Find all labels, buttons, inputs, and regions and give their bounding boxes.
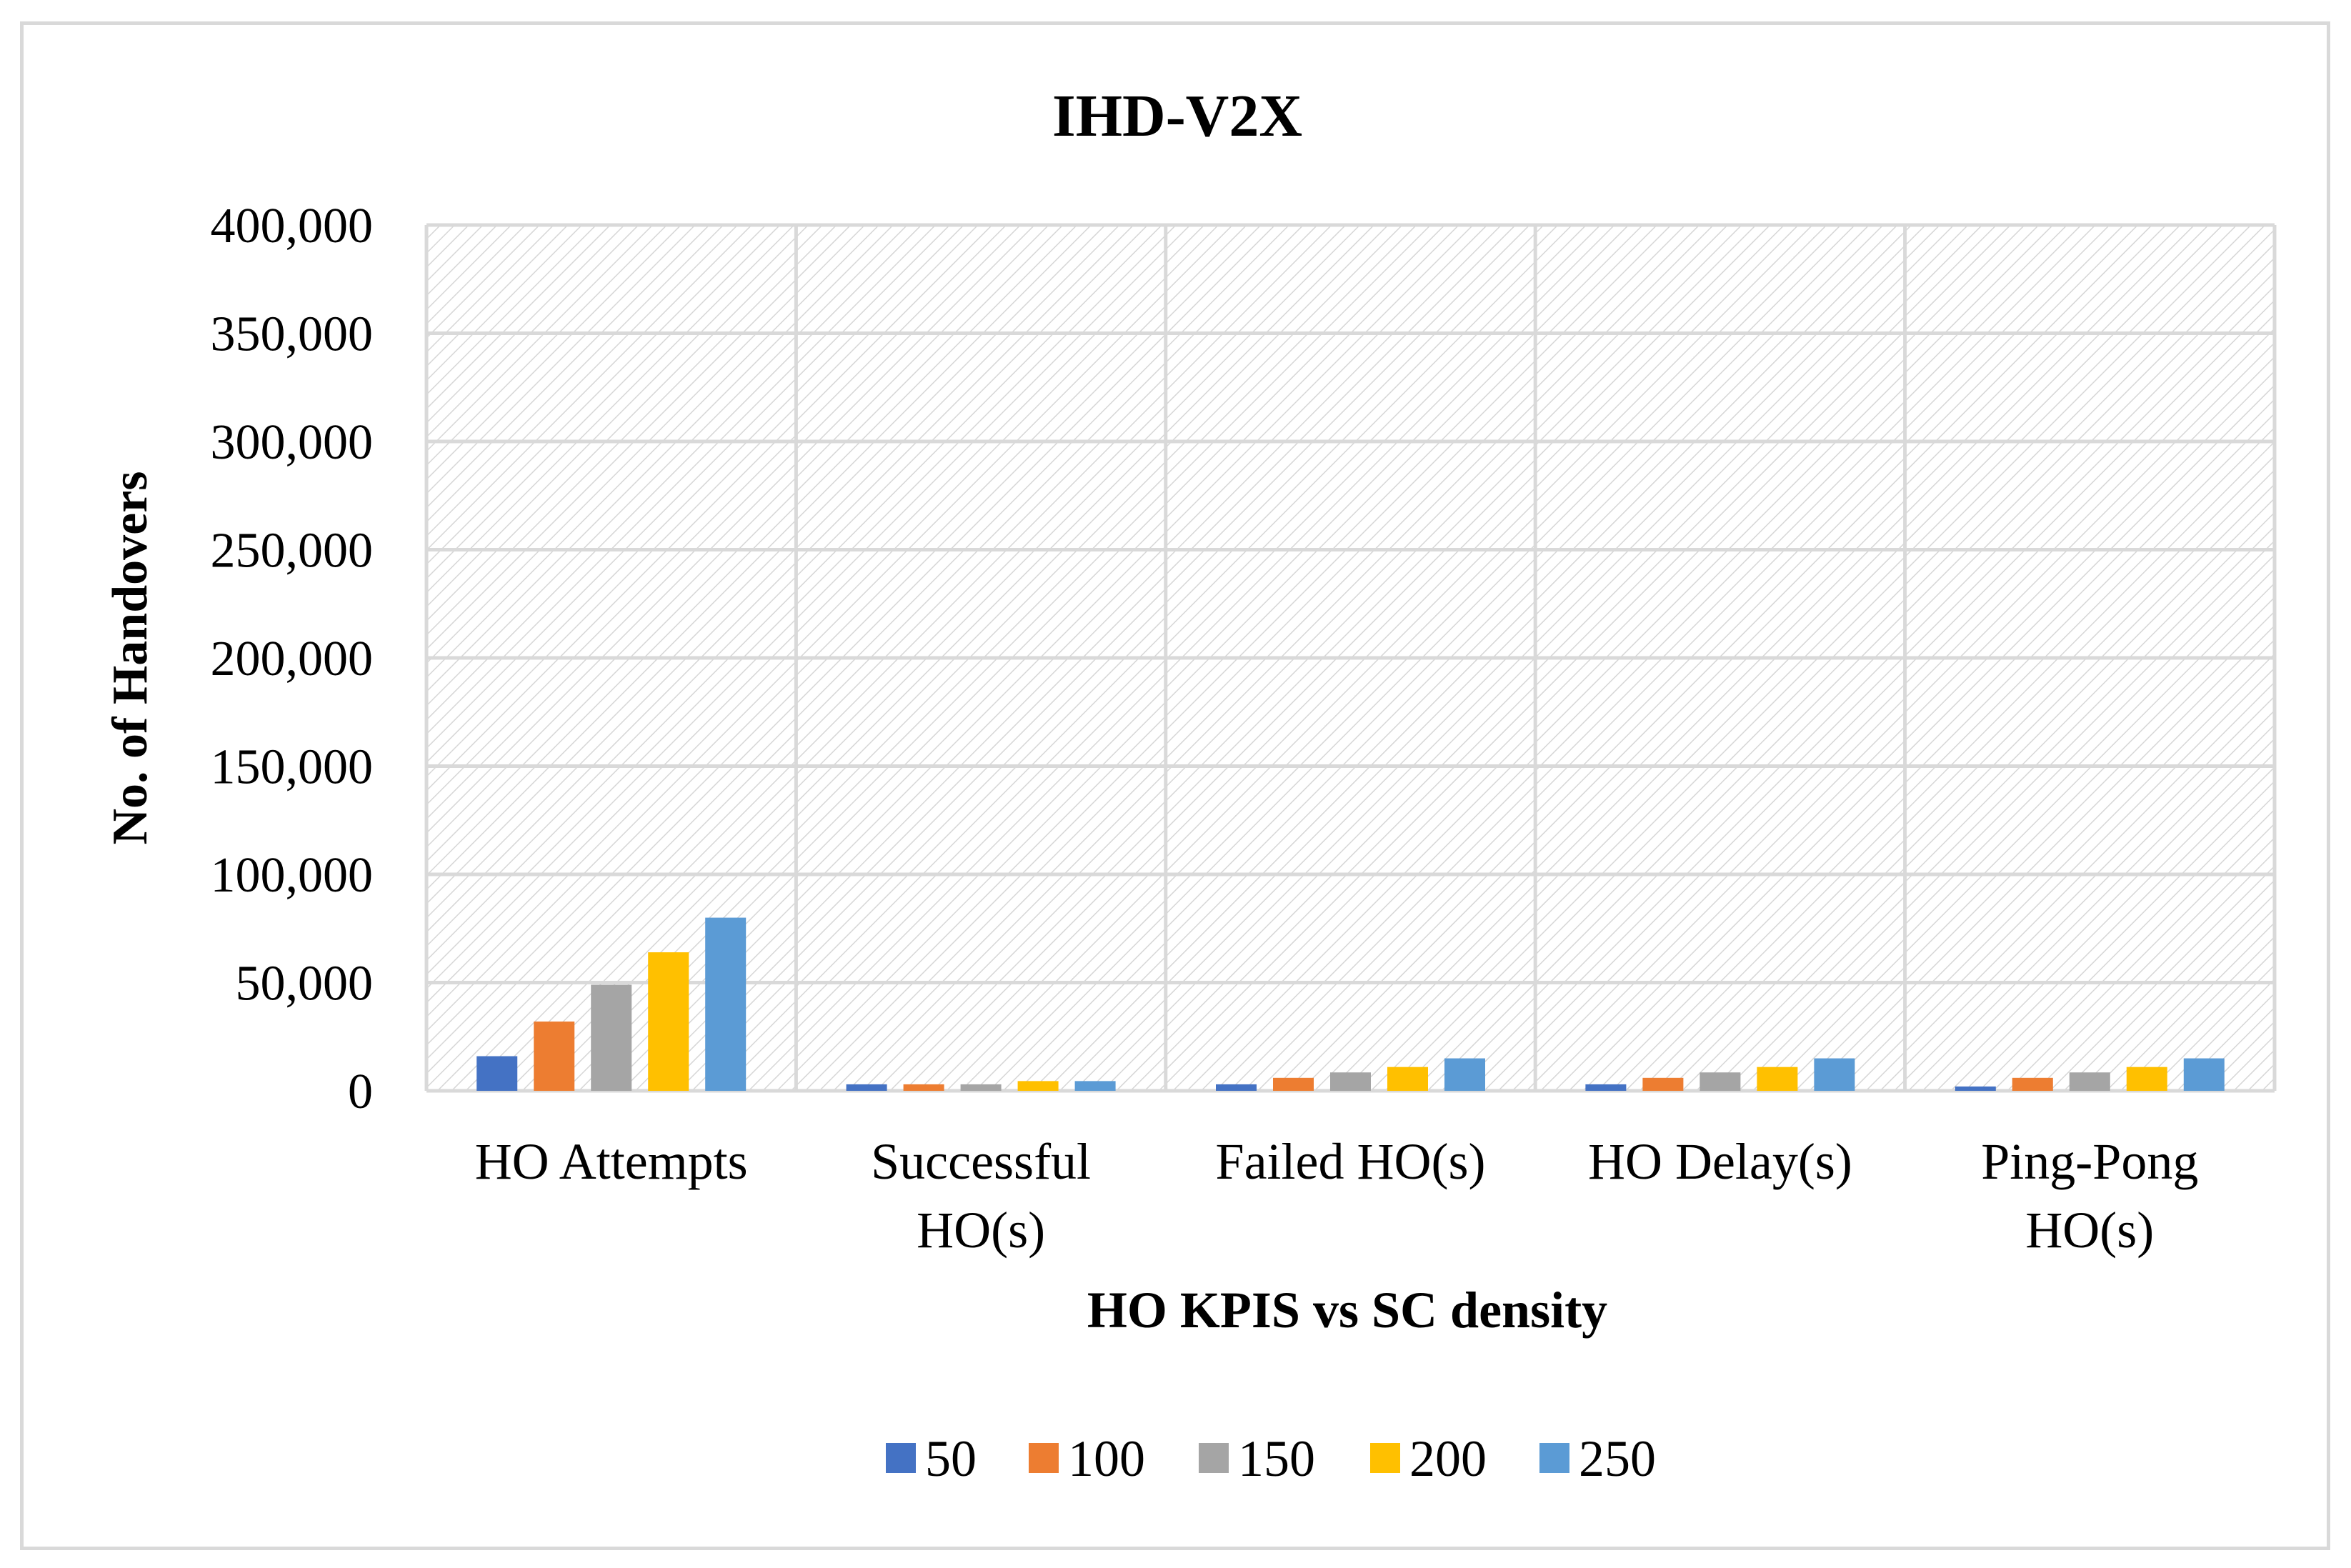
legend-swatch (886, 1443, 916, 1473)
y-tick-label: 300,000 (211, 415, 374, 470)
legend-swatch (1029, 1443, 1059, 1473)
bar (1757, 1067, 1798, 1091)
legend-swatch (1199, 1443, 1229, 1473)
legend-swatch (1370, 1443, 1400, 1473)
y-tick-label: 50,000 (236, 957, 374, 1012)
y-tick-label: 200,000 (211, 631, 374, 686)
y-tick-label: 100,000 (211, 848, 374, 903)
bar (705, 917, 747, 1091)
bar (648, 952, 689, 1091)
bar (1330, 1072, 1371, 1091)
bar (1642, 1077, 1684, 1091)
x-tick-label: HO(s) (917, 1202, 1045, 1259)
bar (476, 1056, 518, 1091)
bar (960, 1084, 1002, 1091)
bar (1273, 1077, 1314, 1091)
x-tick-label: HO Delay(s) (1588, 1133, 1852, 1190)
y-tick-label: 400,000 (211, 199, 374, 254)
legend-label: 150 (1238, 1430, 1315, 1487)
bar (591, 984, 632, 1091)
bar (534, 1022, 575, 1091)
bar (2069, 1072, 2110, 1091)
x-tick-label: HO(s) (2025, 1202, 2154, 1259)
y-tick-label: 350,000 (211, 307, 374, 362)
x-tick-label: HO Attempts (475, 1133, 748, 1190)
x-tick-label: Successful (871, 1133, 1091, 1190)
bar (1699, 1072, 1741, 1091)
bar (903, 1084, 944, 1091)
bar (1017, 1081, 1059, 1091)
bar (1387, 1067, 1428, 1091)
y-tick-label: 250,000 (211, 524, 374, 579)
legend-label: 100 (1068, 1430, 1145, 1487)
legend-label: 200 (1409, 1430, 1487, 1487)
chart-title: IHD-V2X (1052, 83, 1302, 149)
legend-swatch (1539, 1443, 1569, 1473)
bar (2126, 1067, 2167, 1091)
y-tick-label: 150,000 (211, 740, 374, 795)
bar (1585, 1084, 1627, 1091)
legend-label: 50 (925, 1430, 977, 1487)
bar (1444, 1058, 1485, 1091)
bar (1955, 1086, 1996, 1091)
bar (1216, 1084, 1257, 1091)
legend-label: 250 (1579, 1430, 1656, 1487)
bar (1814, 1058, 1855, 1091)
bar (846, 1084, 887, 1091)
bar (2012, 1077, 2053, 1091)
x-tick-label: Ping-Pong (1981, 1133, 2198, 1190)
y-tick-label: 0 (348, 1064, 373, 1119)
y-axis-label: No. of Handovers (103, 471, 158, 844)
bar (1074, 1081, 1116, 1091)
legend: 50 100 150 200 250 (886, 1430, 1656, 1487)
x-tick-label: Failed HO(s) (1216, 1133, 1486, 1190)
bar (2183, 1058, 2225, 1091)
x-axis-label: HO KPIS vs SC density (1087, 1282, 1607, 1339)
